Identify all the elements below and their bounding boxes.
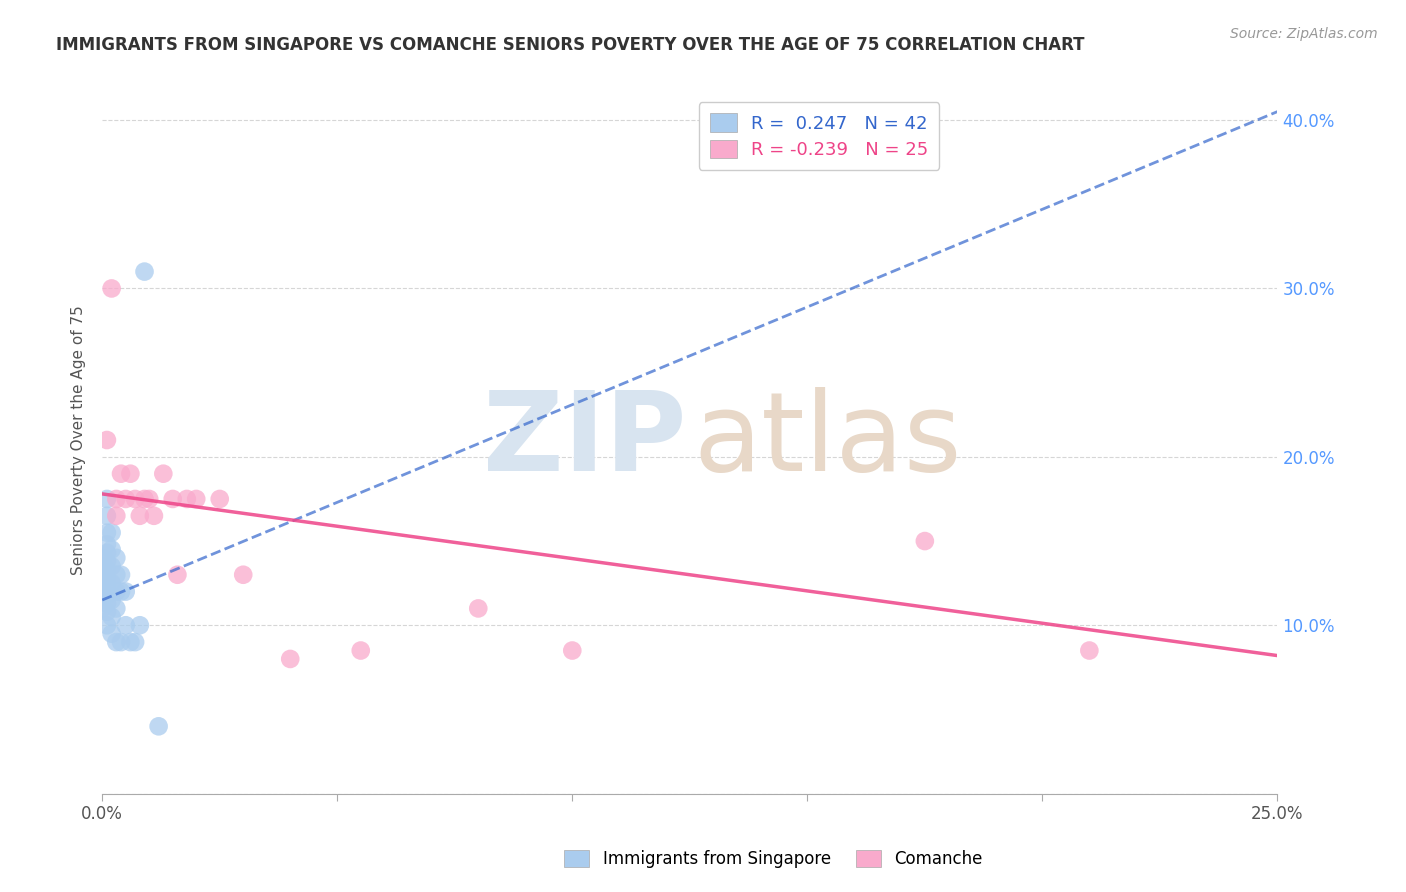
Text: ZIP: ZIP [482,386,686,493]
Point [100,281,122,295]
Point [120,467,142,481]
Point [138,491,160,506]
Text: atlas: atlas [693,386,962,493]
Point [91,593,114,607]
Point [350,643,373,657]
Point [186,491,208,506]
Point [105,550,128,565]
Point [96,554,118,568]
Point [100,576,122,591]
Point [105,508,128,523]
Point [96,508,118,523]
Point [105,491,128,506]
Point [114,491,136,506]
Point [110,467,132,481]
Point [96,580,118,594]
Point [134,491,156,506]
Legend: R =  0.247   N = 42, R = -0.239   N = 25: R = 0.247 N = 42, R = -0.239 N = 25 [699,103,939,170]
Point [96,605,118,619]
Point [1078,643,1101,657]
Point [96,433,118,447]
Y-axis label: Seniors Poverty Over the Age of 75: Seniors Poverty Over the Age of 75 [72,305,86,574]
Point [96,537,118,551]
Point [128,508,150,523]
Point [142,508,165,523]
Point [105,601,128,615]
Point [914,534,936,549]
Point [105,635,128,649]
Legend: Immigrants from Singapore, Comanche: Immigrants from Singapore, Comanche [558,843,988,875]
Point [105,567,128,582]
Point [148,719,170,733]
Point [134,264,156,278]
Point [91,559,114,574]
Point [110,567,132,582]
Point [91,550,114,565]
Point [100,626,122,640]
Point [105,584,128,599]
Point [100,610,122,624]
Point [278,652,301,666]
Point [100,593,122,607]
Point [91,601,114,615]
Point [96,588,118,602]
Point [110,584,132,599]
Point [232,567,254,582]
Point [467,601,489,615]
Point [91,584,114,599]
Point [100,559,122,574]
Text: IMMIGRANTS FROM SINGAPORE VS COMANCHE SENIORS POVERTY OVER THE AGE OF 75 CORRELA: IMMIGRANTS FROM SINGAPORE VS COMANCHE SE… [56,36,1085,54]
Point [114,584,136,599]
Point [114,618,136,632]
Point [91,576,114,591]
Point [100,542,122,557]
Point [152,467,174,481]
Point [561,643,583,657]
Point [120,635,142,649]
Point [124,491,146,506]
Text: Source: ZipAtlas.com: Source: ZipAtlas.com [1230,27,1378,41]
Point [96,571,118,585]
Point [96,546,118,560]
Point [110,635,132,649]
Point [100,525,122,540]
Point [96,525,118,540]
Point [128,618,150,632]
Point [176,491,198,506]
Point [96,618,118,632]
Point [96,491,118,506]
Point [91,567,114,582]
Point [208,491,231,506]
Point [96,563,118,577]
Point [162,491,184,506]
Point [166,567,188,582]
Point [96,596,118,610]
Point [124,635,146,649]
